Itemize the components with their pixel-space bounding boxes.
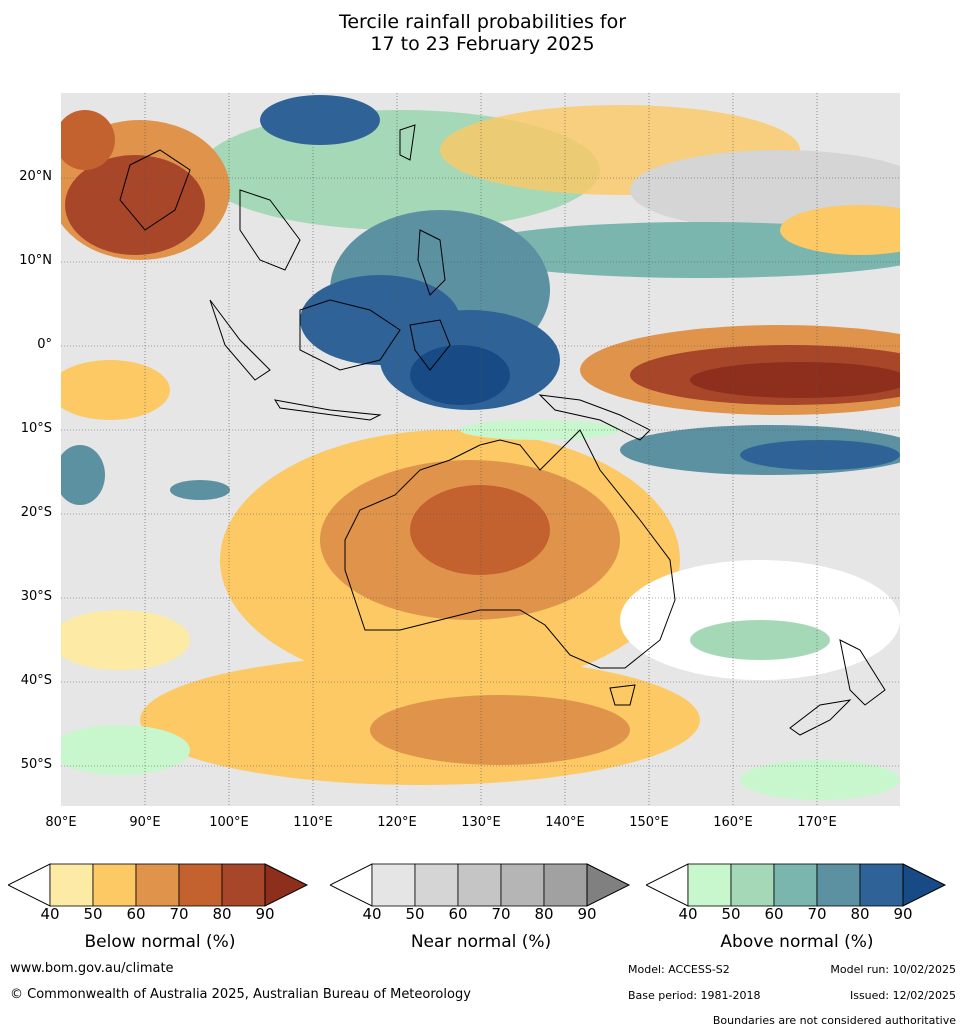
lon-label-110e: 110°E	[293, 815, 333, 830]
lon-label-130e: 130°E	[461, 815, 501, 830]
india-east-coastline	[119, 149, 191, 231]
colorbar-over-triangle	[264, 863, 309, 907]
issued-label: Issued: 12/02/2025	[849, 989, 956, 1002]
colorbar-tick-label: 60	[448, 905, 468, 923]
lat-label-10s: 10°S	[20, 421, 52, 436]
colorbar-segment	[543, 863, 588, 907]
colorbar-segment	[49, 863, 94, 907]
lon-label-90e: 90°E	[129, 815, 161, 830]
colorbar-tick-label: 60	[126, 905, 146, 923]
colorbar-tick-label: 90	[255, 905, 275, 923]
probability-field	[61, 93, 900, 806]
colorbar-tick-label: 90	[577, 905, 597, 923]
lon-label-120e: 120°E	[377, 815, 417, 830]
lat-label-20s: 20°S	[20, 505, 52, 520]
sumatra-coastline	[209, 299, 271, 381]
website-link[interactable]: www.bom.gov.au/climate	[10, 961, 174, 976]
lon-label-140e: 140°E	[545, 815, 585, 830]
australia-coastline	[344, 429, 676, 669]
colorbar-under-triangle	[8, 863, 51, 907]
colorbar-tick-label: 50	[721, 905, 741, 923]
rainfall-probability-map	[61, 93, 900, 806]
colorbar-segment	[457, 863, 502, 907]
legend-title-above-normal: Above normal (%)	[720, 932, 874, 952]
colorbar-segment	[730, 863, 775, 907]
tasmania-coastline	[609, 684, 636, 706]
colorbar-tick-label: 80	[212, 905, 232, 923]
colorbar-tick-label: 60	[764, 905, 784, 923]
colorbar-segment	[414, 863, 459, 907]
colorbar-segment	[687, 863, 732, 907]
colorbar-tick-label: 80	[534, 905, 554, 923]
colorbar-segment	[135, 863, 180, 907]
lat-label-20n: 20°N	[19, 169, 52, 184]
lon-label-150e: 150°E	[629, 815, 669, 830]
base-period-label: Base period: 1981-2018	[628, 989, 761, 1002]
lon-label-160e: 160°E	[713, 815, 753, 830]
colorbar-tick-label: 40	[362, 905, 382, 923]
new-zealand-coastline	[789, 639, 886, 736]
colorbar-tick-label: 80	[850, 905, 870, 923]
legend-title-below-normal: Below normal (%)	[84, 932, 236, 952]
indochina-coastline	[239, 189, 301, 271]
lon-label-170e: 170°E	[797, 815, 837, 830]
taiwan-coastline	[399, 124, 416, 161]
coastlines	[119, 124, 886, 736]
colorbar-below-normal	[8, 863, 309, 907]
colorbar-tick-label: 50	[405, 905, 425, 923]
lat-label-30s: 30°S	[20, 589, 52, 604]
colorbar-over-triangle	[902, 863, 947, 907]
philippines-coastline	[417, 229, 446, 296]
lat-label-40s: 40°S	[20, 673, 52, 688]
lon-label-80e: 80°E	[45, 815, 77, 830]
lat-label-0: 0°	[37, 337, 52, 352]
colorbar-near-normal	[330, 863, 631, 907]
colorbar-under-triangle	[330, 863, 373, 907]
lat-label-10n: 10°N	[19, 253, 52, 268]
colorbar-tick-label: 40	[678, 905, 698, 923]
colorbar-segment	[859, 863, 904, 907]
map-title-line2: 17 to 23 February 2025	[370, 33, 595, 55]
colorbar-under-triangle	[646, 863, 689, 907]
lat-label-50s: 50°S	[20, 757, 52, 772]
colorbar-segment	[92, 863, 137, 907]
new-guinea-coastline	[538, 394, 651, 441]
java-coastline	[273, 399, 382, 421]
colorbar-over-triangle	[586, 863, 631, 907]
colorbar-segment	[178, 863, 223, 907]
copyright-text: © Commonwealth of Australia 2025, Austra…	[10, 987, 471, 1002]
colorbar-segment	[816, 863, 861, 907]
colorbar-tick-label: 40	[40, 905, 60, 923]
colorbar-segment	[773, 863, 818, 907]
gridlines	[61, 93, 900, 806]
colorbar-segment	[371, 863, 416, 907]
colorbar-tick-label: 70	[491, 905, 511, 923]
colorbar-segment	[500, 863, 545, 907]
disclaimer-text: Boundaries are not considered authoritat…	[712, 1014, 956, 1027]
colorbar-above-normal	[646, 863, 947, 907]
lon-label-100e: 100°E	[209, 815, 249, 830]
colorbar-tick-label: 70	[807, 905, 827, 923]
colorbar-tick-label: 70	[169, 905, 189, 923]
legend-title-near-normal: Near normal (%)	[410, 932, 552, 952]
model-run-label: Model run: 10/02/2025	[830, 963, 956, 976]
model-label: Model: ACCESS-S2	[628, 963, 730, 976]
colorbar-tick-label: 90	[893, 905, 913, 923]
colorbar-tick-label: 50	[83, 905, 103, 923]
colorbar-segment	[221, 863, 266, 907]
map-title-line1: Tercile rainfall probabilities for	[338, 11, 627, 33]
borneo-coastline	[299, 299, 401, 371]
sulawesi-coastline	[409, 319, 451, 371]
